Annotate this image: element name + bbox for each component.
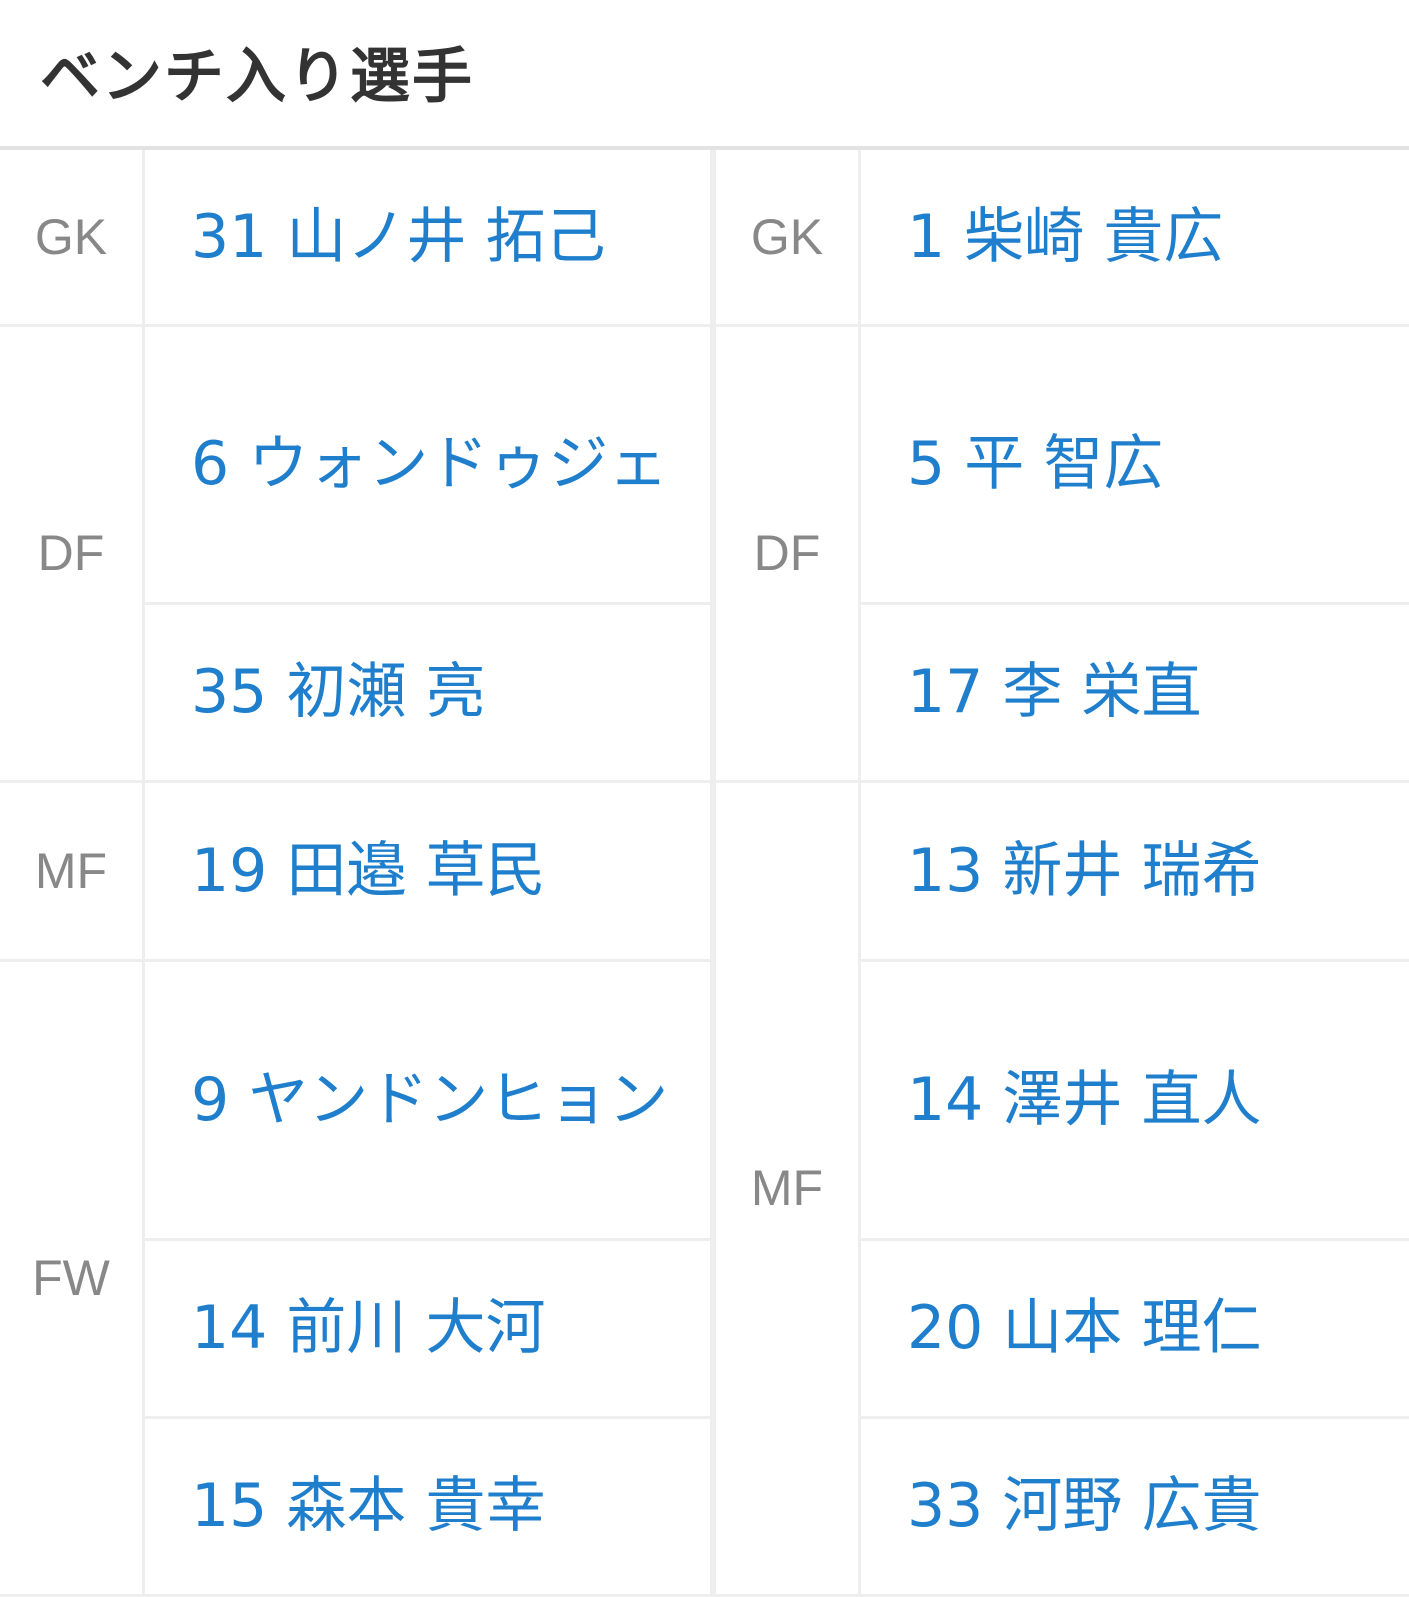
section-title: ベンチ入り選手: [40, 28, 474, 115]
player-link[interactable]: 33 河野 広貴: [860, 1417, 1409, 1595]
player-link[interactable]: 5 平 智広: [860, 325, 1409, 603]
player-link[interactable]: 1 柴崎 貴広: [860, 150, 1409, 325]
player-link[interactable]: 6 ウォンドゥジェ: [144, 325, 712, 603]
player-link[interactable]: 17 李 栄直: [860, 603, 1409, 781]
player-link[interactable]: 31 山ノ井 拓己: [144, 150, 712, 325]
position-label: DF: [0, 325, 144, 781]
position-label: GK: [715, 150, 860, 325]
position-label: DF: [715, 325, 860, 781]
player-link[interactable]: 19 田邉 草民: [144, 781, 712, 960]
position-label: GK: [0, 150, 144, 325]
player-link[interactable]: 20 山本 理仁: [860, 1239, 1409, 1417]
away-bench-table: GK 1 柴崎 貴広 DF 5 平 智広 17 李 栄直 MF 13 新井 瑞希…: [713, 150, 1409, 1597]
player-link[interactable]: 15 森本 貴幸: [144, 1417, 712, 1595]
position-label: MF: [715, 781, 860, 1595]
player-link[interactable]: 14 前川 大河: [144, 1239, 712, 1417]
position-label: MF: [0, 781, 144, 960]
position-label: FW: [0, 960, 144, 1595]
home-bench-table: GK 31 山ノ井 拓己 DF 6 ウォンドゥジェ 35 初瀬 亮 MF 19 …: [0, 150, 713, 1597]
player-link[interactable]: 14 澤井 直人: [860, 960, 1409, 1239]
player-link[interactable]: 13 新井 瑞希: [860, 781, 1409, 960]
player-link[interactable]: 35 初瀬 亮: [144, 603, 712, 781]
player-link[interactable]: 9 ヤンドンヒョン: [144, 960, 712, 1239]
